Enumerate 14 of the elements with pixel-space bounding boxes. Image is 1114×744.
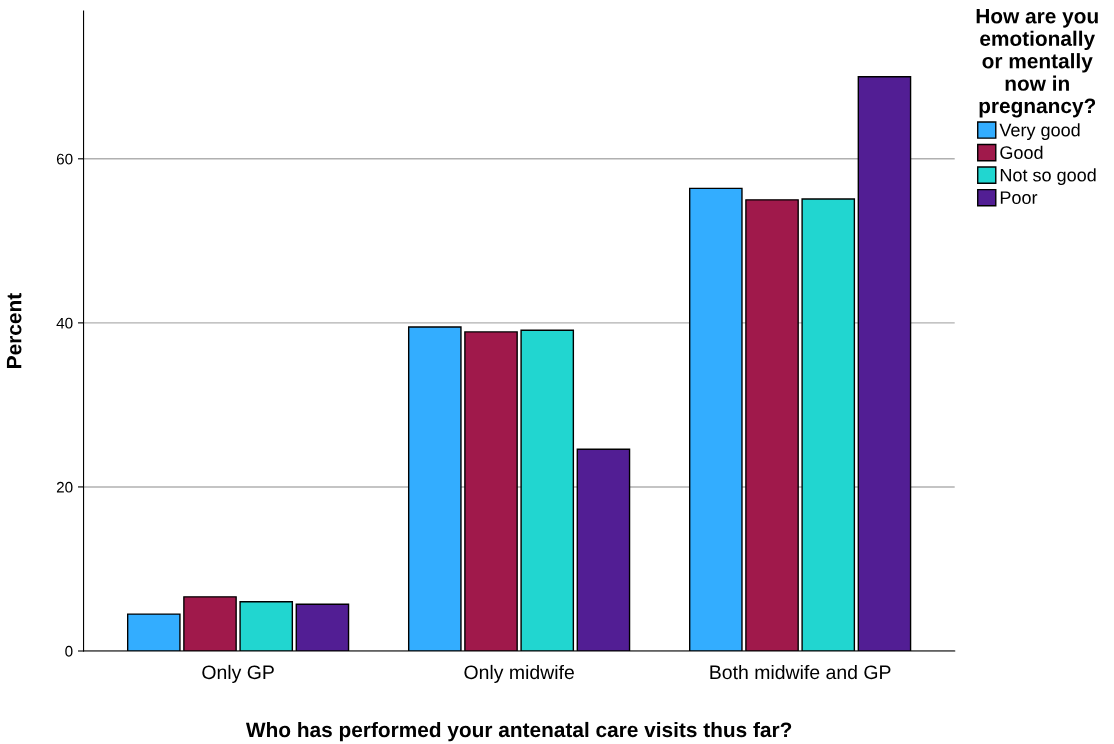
x-tick-label: Only GP	[202, 664, 274, 684]
y-axis-title: Percent	[6, 293, 22, 368]
legend-label: Very good	[999, 123, 1080, 141]
y-tick-label: 60	[56, 153, 73, 165]
y-tick-label: 20	[56, 481, 73, 493]
y-tick-label: 0	[65, 645, 73, 657]
x-tick-label: Both midwife and GP	[710, 664, 891, 680]
legend-label: Not so good	[1000, 168, 1096, 186]
x-tick-label: Only midwife	[464, 664, 574, 684]
legend-label: Good	[1000, 145, 1043, 159]
y-tick-label: 40	[56, 317, 73, 329]
legend-title: How are you emotionally or mentally now in pregnancy?	[976, 8, 1098, 118]
legend-label: Poor	[1000, 191, 1038, 205]
x-axis-title: Who has performed your antenatal care visits thus far?	[245, 721, 792, 742]
